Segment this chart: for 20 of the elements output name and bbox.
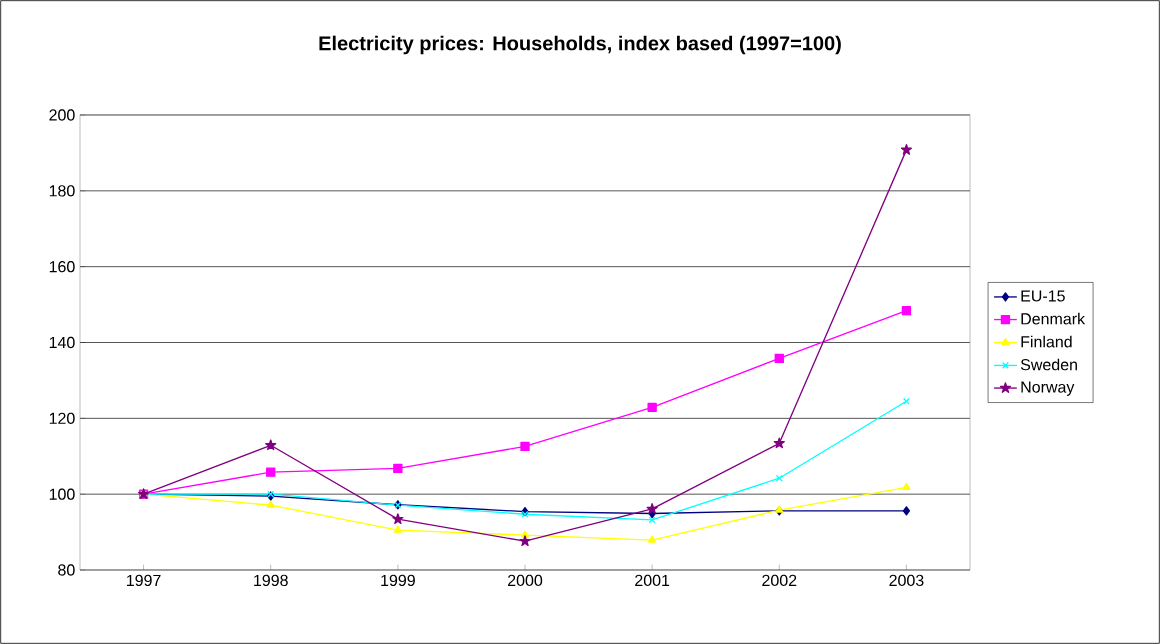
y-tick-label: 80 [58, 564, 75, 576]
x-tick-label: 1999 [381, 574, 415, 587]
x-tick-label: 1997 [126, 574, 161, 587]
legend-label: Norway [1021, 381, 1075, 396]
legend-label: Sweden [1020, 358, 1077, 371]
y-tick-label: 160 [49, 261, 75, 273]
legend-label: Denmark [1021, 312, 1086, 325]
x-tick-label: 2001 [635, 574, 670, 587]
x-tick-label: 2003 [889, 574, 924, 587]
y-tick-label: 180 [49, 185, 75, 197]
legend-label: EU-15 [1021, 290, 1065, 302]
y-tick-label: 100 [49, 488, 75, 500]
x-tick-label: 1998 [254, 574, 288, 587]
x-tick-label: 2002 [762, 574, 797, 587]
y-tick-label: 140 [49, 336, 75, 349]
legend-label: Finland [1021, 335, 1072, 348]
chart-title: Electricity prices: Households, index based (1997=100) [319, 35, 841, 55]
y-tick-label: 200 [49, 109, 75, 121]
x-tick-label: 2000 [508, 574, 543, 587]
y-tick-label: 120 [49, 412, 75, 424]
